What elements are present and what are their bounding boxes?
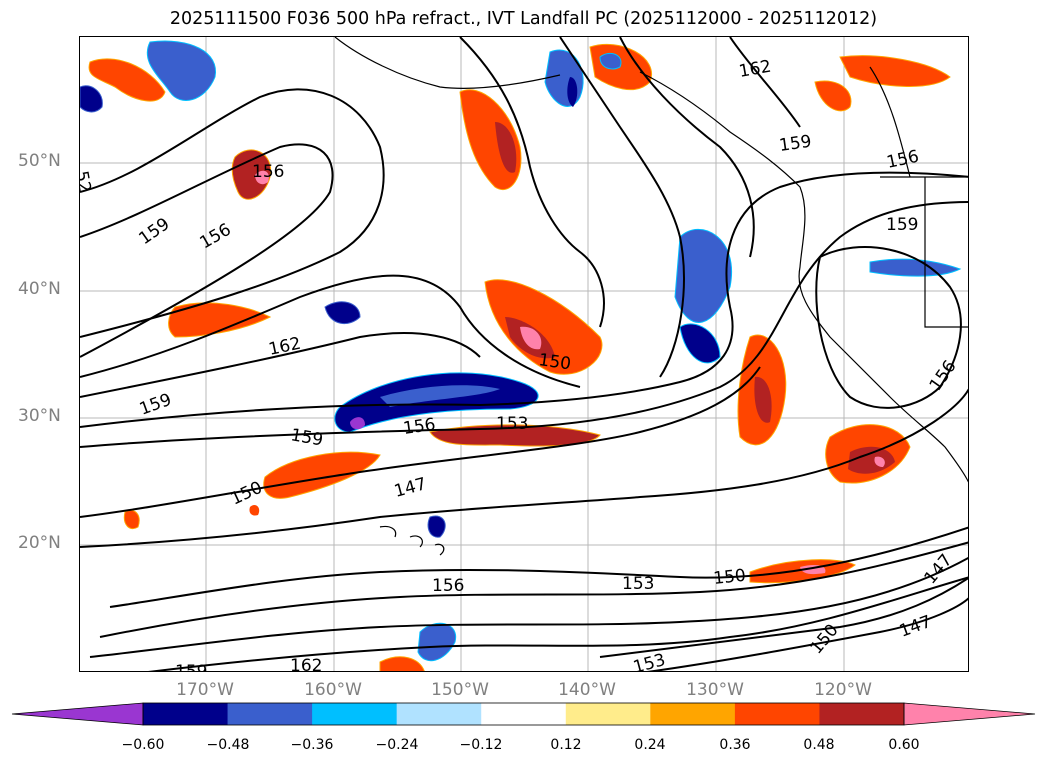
lon-label-130w: 130°W [686, 680, 744, 700]
contour-label: 159 [137, 390, 174, 420]
map-canvas: 162 159 156 52 156 159 156 159 162 150 1… [80, 37, 968, 672]
colorbar-tick: −0.48 [206, 737, 250, 753]
colorbar-segment [227, 703, 313, 725]
contour-label: 156 [432, 576, 464, 596]
colorbar-segment [396, 703, 482, 725]
lon-label-150w: 150°W [431, 680, 489, 700]
contour-label: 156 [252, 162, 284, 182]
contour-label: 159 [175, 662, 207, 672]
contour-label: 159 [135, 214, 173, 249]
colorbar-segment [819, 703, 905, 725]
contour-label: 156 [926, 357, 961, 395]
colorbar-tick: 0.24 [634, 737, 666, 753]
colorbar-frame [142, 702, 905, 726]
colorbar-segment [565, 703, 651, 725]
colorbar-tick: −0.12 [459, 737, 503, 753]
colorbar-tick: 0.12 [550, 737, 582, 753]
colorbar-tick: −0.60 [121, 737, 165, 753]
lon-label-170w: 170°W [176, 680, 234, 700]
contour-label: 153 [631, 650, 668, 672]
colorbar-max-extend [903, 702, 1036, 726]
colorbar-tick: 0.60 [888, 737, 920, 753]
contour-label: 153 [622, 574, 654, 594]
map-panel: 162 159 156 52 156 159 156 159 162 150 1… [79, 36, 969, 672]
colorbar-segment [143, 703, 229, 725]
contour-label: 156 [885, 147, 921, 173]
contour-label: 52 [80, 169, 95, 194]
contour-label: 159 [289, 425, 324, 450]
contour-label: 156 [197, 220, 235, 254]
contour-label: 156 [402, 415, 437, 439]
colorbar-tick: 0.36 [719, 737, 751, 753]
contour-label: 150 [537, 350, 572, 374]
contour-label: 153 [496, 414, 528, 434]
lon-label-160w: 160°W [304, 680, 362, 700]
shaded-anomalies [80, 40, 962, 671]
colorbar-tick: 0.48 [803, 737, 835, 753]
colorbar-segments [143, 703, 905, 725]
lat-label-30n: 30°N [18, 406, 61, 426]
colorbar-segment [734, 703, 820, 725]
contour-label: 147 [392, 474, 429, 502]
lon-label-120w: 120°W [814, 680, 872, 700]
contour-label: 147 [897, 612, 934, 642]
contour-label: 150 [228, 478, 266, 510]
contour-label: 159 [886, 215, 918, 235]
contour-label: 150 [807, 620, 843, 658]
contours [80, 37, 968, 671]
lat-label-50n: 50°N [18, 151, 61, 171]
colorbar-tick: −0.36 [290, 737, 334, 753]
colorbar [11, 702, 1036, 726]
colorbar-tick: −0.24 [375, 737, 419, 753]
map-title: 2025111500 F036 500 hPa refract., IVT La… [169, 9, 878, 29]
contour-label: 162 [737, 57, 772, 82]
lon-label-140w: 140°W [558, 680, 616, 700]
contour-label: 150 [712, 566, 746, 589]
contour-label: 162 [267, 334, 303, 360]
contour-label: 159 [778, 132, 813, 156]
lat-label-20n: 20°N [18, 533, 61, 553]
colorbar-segment [650, 703, 736, 725]
colorbar-segment [481, 703, 567, 725]
contour-label: 162 [290, 656, 322, 672]
lat-label-40n: 40°N [18, 279, 61, 299]
coastlines [334, 37, 968, 556]
colorbar-min-extend [11, 702, 144, 726]
colorbar-segment [312, 703, 398, 725]
